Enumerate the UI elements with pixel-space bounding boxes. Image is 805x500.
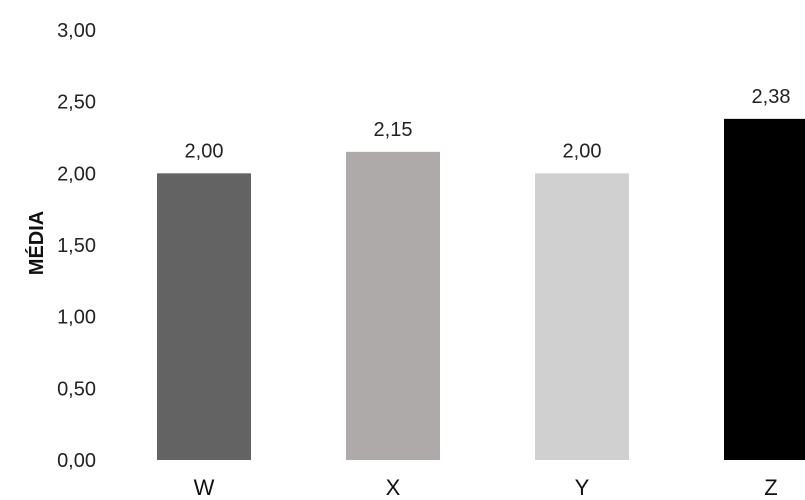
y-tick-label: 2,50 [57,92,96,114]
bars [157,118,805,461]
data-label-x: 2,15 [374,119,413,141]
data-label-y: 2,00 [563,140,602,162]
bar-x [346,151,440,461]
data-label-w: 2,00 [185,140,224,162]
bar-w [157,173,251,461]
data-label-z: 2,38 [752,86,791,108]
y-tick-label: 0,00 [57,450,96,472]
y-tick-label: 2,00 [57,163,96,185]
y-tick-label: 3,00 [57,20,96,42]
y-tick-label: 1,50 [57,235,96,257]
y-tick-label: 0,50 [57,378,96,400]
y-tick-label: 1,00 [57,307,96,329]
data-labels: 2,00 2,15 2,00 2,38 [185,86,791,162]
y-axis-ticks: 0,00 0,50 1,00 1,50 2,00 2,50 3,00 [57,20,96,472]
category-label-x: X [386,475,401,500]
x-axis-labels: W X Y Z [194,475,778,500]
category-label-y: Y [575,475,590,500]
y-axis-title: MÉDIA [25,211,48,275]
category-label-z: Z [764,475,777,500]
bar-z [724,118,805,460]
bar-y [535,173,629,461]
category-label-w: W [194,475,215,500]
